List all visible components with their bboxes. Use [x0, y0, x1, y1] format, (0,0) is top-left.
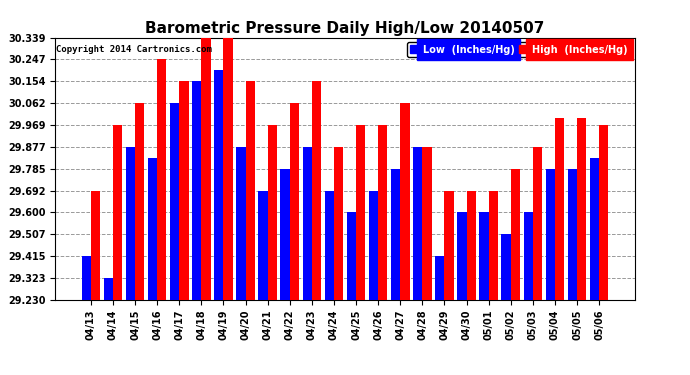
Bar [157, 59, 166, 300]
Bar [113, 125, 122, 300]
Bar [391, 169, 400, 300]
Bar [126, 147, 135, 300]
Bar [246, 81, 255, 300]
Bar [347, 212, 356, 300]
Bar [104, 278, 113, 300]
Bar [334, 147, 343, 300]
Bar [135, 103, 144, 300]
Bar [413, 147, 422, 300]
Bar [192, 81, 201, 300]
Bar [533, 147, 542, 300]
Bar [599, 125, 609, 300]
Bar [224, 38, 233, 300]
Bar [435, 256, 444, 300]
Bar [325, 190, 334, 300]
Legend: Low  (Inches/Hg), High  (Inches/Hg): Low (Inches/Hg), High (Inches/Hg) [407, 42, 630, 57]
Bar [577, 118, 586, 300]
Bar [148, 158, 157, 300]
Bar [201, 38, 210, 300]
Bar [422, 147, 432, 300]
Bar [258, 190, 268, 300]
Bar [290, 103, 299, 300]
Bar [268, 125, 277, 300]
Bar [457, 212, 466, 300]
Bar [524, 212, 533, 300]
Bar [179, 81, 188, 300]
Bar [81, 256, 91, 300]
Bar [91, 190, 100, 300]
Bar [466, 190, 476, 300]
Bar [302, 147, 312, 300]
Bar [369, 190, 378, 300]
Bar [480, 212, 489, 300]
Bar [568, 169, 577, 300]
Bar [546, 169, 555, 300]
Bar [502, 234, 511, 300]
Bar [356, 125, 365, 300]
Bar [555, 118, 564, 300]
Bar [214, 70, 224, 300]
Text: Copyright 2014 Cartronics.com: Copyright 2014 Cartronics.com [57, 45, 213, 54]
Bar [236, 147, 246, 300]
Bar [378, 125, 388, 300]
Bar [312, 81, 321, 300]
Bar [511, 169, 520, 300]
Bar [170, 103, 179, 300]
Title: Barometric Pressure Daily High/Low 20140507: Barometric Pressure Daily High/Low 20140… [146, 21, 544, 36]
Bar [590, 158, 599, 300]
Bar [489, 190, 498, 300]
Bar [400, 103, 410, 300]
Bar [444, 190, 454, 300]
Bar [280, 169, 290, 300]
